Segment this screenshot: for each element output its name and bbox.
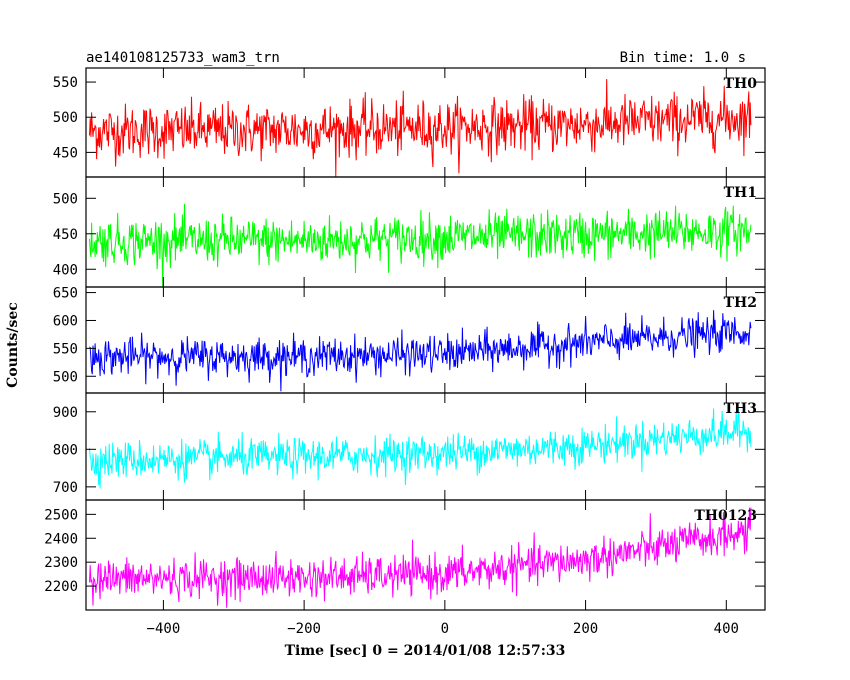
y-tick-label: 650 [53,286,78,302]
panel-th3: 700 800 900 TH3 [53,392,766,501]
panel-frame [85,499,766,611]
panel-th0123: 2200 2300 2400 2500 TH0123 [44,499,766,611]
y-tick-label: 550 [53,341,78,357]
series-line-th1 [89,203,752,287]
y-tick-label: 550 [53,75,78,91]
chart-title: ae140108125733_wam3_trn [86,50,280,66]
y-tick-label: 2400 [44,531,78,547]
y-tick-label: 2300 [44,555,78,571]
panel-label: TH0123 [694,508,757,524]
x-tick-label: 400 [714,621,739,637]
y-tick-label: 450 [53,145,78,161]
panel-label: TH2 [724,295,757,311]
x-tick-label: 0 [441,621,449,637]
panels-group: 450 500 550 TH0 400 450 500 TH1 500 550 600 650 TH2 7… [44,67,766,637]
panel-label: TH0 [724,76,758,92]
series-line-th2 [89,310,752,392]
panel-th0: 450 500 550 TH0 [53,67,766,178]
x-axis-label: Time [sec] 0 = 2014/01/08 12:57:33 [285,643,566,659]
y-tick-label: 400 [53,262,78,278]
series-line-th0 [89,78,752,177]
y-tick-label: 800 [53,442,78,458]
series-line-th0123 [89,507,752,608]
y-tick-label: 500 [53,191,78,207]
panel-label: TH3 [724,401,757,417]
panel-frame [85,392,766,501]
x-tick-label: −400 [147,621,181,637]
y-tick-label: 600 [53,313,78,329]
panel-th2: 500 550 600 650 TH2 [53,286,766,394]
bin-time-label: Bin time: 1.0 s [620,50,746,66]
y-axis-label: Counts/sec [5,302,21,388]
x-tick-label: 200 [573,621,598,637]
y-tick-label: 700 [53,480,78,496]
panel-th1: 400 450 500 TH1 [53,176,766,288]
y-tick-label: 900 [53,405,78,421]
y-tick-label: 2200 [44,579,78,595]
y-tick-label: 500 [53,369,78,385]
y-tick-label: 450 [53,227,78,243]
series-line-th3 [89,408,752,489]
x-tick-label: −200 [287,621,321,637]
y-tick-label: 500 [53,110,78,126]
y-tick-label: 2500 [44,507,78,523]
panel-label: TH1 [724,185,757,201]
